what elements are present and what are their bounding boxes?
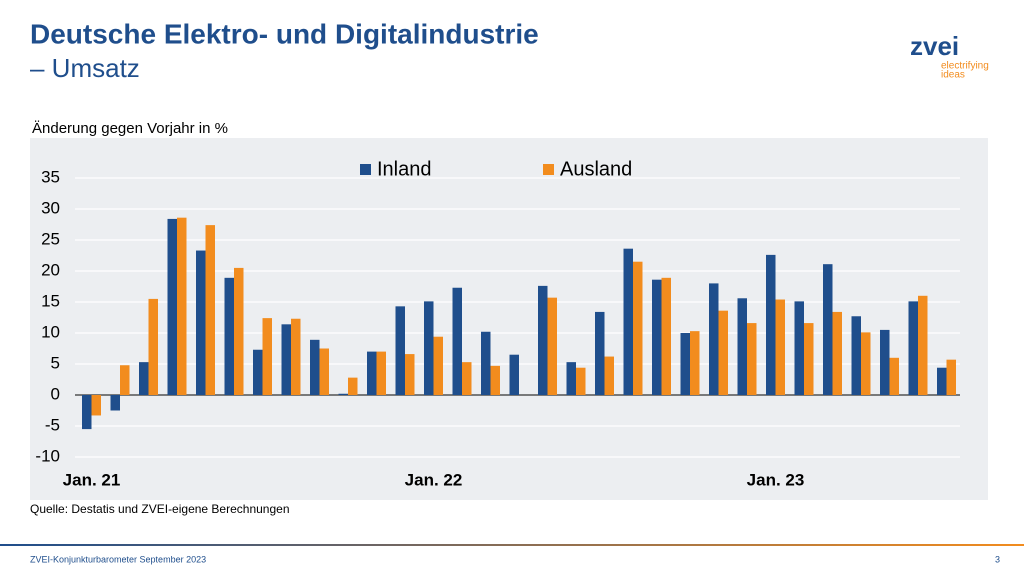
bar [861, 332, 871, 395]
bar [880, 329, 890, 395]
x-tick-label: Jan. 23 [747, 470, 805, 489]
bar [405, 354, 415, 395]
bar [604, 356, 614, 395]
bar [167, 218, 177, 395]
y-tick-label: 35 [41, 167, 60, 186]
bar [338, 393, 348, 395]
y-tick-label: 30 [41, 198, 60, 217]
x-tick-label: Jan. 21 [63, 470, 121, 489]
bar [680, 333, 690, 395]
bar [623, 248, 633, 395]
bar [376, 351, 386, 395]
bar [766, 254, 776, 395]
bar [832, 311, 842, 395]
bar [937, 367, 947, 395]
x-tick-label: Jan. 22 [405, 470, 463, 489]
y-tick-label: -10 [35, 446, 60, 465]
bar [205, 225, 215, 395]
subtitle: – Umsatz [30, 53, 140, 83]
bar [918, 295, 928, 395]
bar [139, 362, 149, 395]
tagline: ideas [941, 70, 965, 81]
bar [566, 362, 576, 395]
bar [794, 301, 804, 395]
bar [481, 331, 491, 395]
bar [367, 351, 377, 395]
bar [889, 357, 899, 395]
y-tick-label: 20 [41, 260, 60, 279]
bar [509, 354, 519, 395]
bar [661, 277, 671, 395]
legend-swatch [360, 164, 371, 175]
bar [709, 283, 719, 395]
page-number: 3 [995, 554, 1000, 564]
bar [110, 395, 120, 411]
legend-label: Inland [377, 158, 432, 180]
bar [82, 395, 92, 430]
bar [595, 311, 605, 395]
y-tick-label: 25 [41, 229, 60, 248]
bar [576, 367, 586, 395]
bar [281, 324, 291, 395]
bar [395, 306, 405, 395]
footer-line [0, 544, 1024, 546]
bar [747, 323, 757, 395]
bar [224, 277, 234, 395]
bar [253, 349, 263, 395]
y-label: Änderung gegen Vorjahr in % [32, 120, 228, 137]
title: Deutsche Elektro- und Digitalindustrie [30, 18, 539, 49]
bar [462, 362, 472, 395]
bar [652, 279, 662, 395]
source: Quelle: Destatis und ZVEI-eigene Berechn… [30, 502, 290, 516]
bar [452, 287, 462, 395]
bar [538, 285, 548, 395]
y-tick-label: 0 [51, 384, 60, 403]
bar [718, 310, 728, 395]
bar [490, 365, 500, 395]
bar [823, 264, 833, 395]
bar [775, 299, 785, 395]
bar [690, 331, 700, 395]
bar [148, 298, 158, 395]
bar [177, 217, 187, 395]
y-tick-label: -5 [45, 415, 60, 434]
bar [547, 297, 557, 395]
bar [120, 365, 130, 395]
bar [633, 261, 643, 395]
bar [310, 339, 320, 395]
bar [91, 395, 101, 416]
bar [319, 348, 329, 395]
legend-swatch [543, 164, 554, 175]
bar [196, 250, 206, 395]
bar [291, 318, 301, 395]
bar [737, 298, 747, 395]
bar [946, 359, 956, 395]
logo: zvei [910, 31, 959, 61]
y-tick-label: 15 [41, 291, 60, 310]
bar [234, 267, 244, 395]
footer-text: ZVEI-Konjunkturbarometer September 2023 [30, 554, 206, 564]
bar [851, 316, 861, 395]
bar [262, 318, 272, 395]
bar [804, 323, 814, 395]
bar [424, 301, 434, 395]
bar [908, 301, 918, 395]
bar [348, 377, 358, 395]
bar [433, 336, 443, 395]
tagline: electrifying [941, 61, 989, 72]
y-tick-label: 5 [51, 353, 60, 372]
legend-label: Ausland [560, 158, 632, 180]
y-tick-label: 10 [41, 322, 60, 341]
